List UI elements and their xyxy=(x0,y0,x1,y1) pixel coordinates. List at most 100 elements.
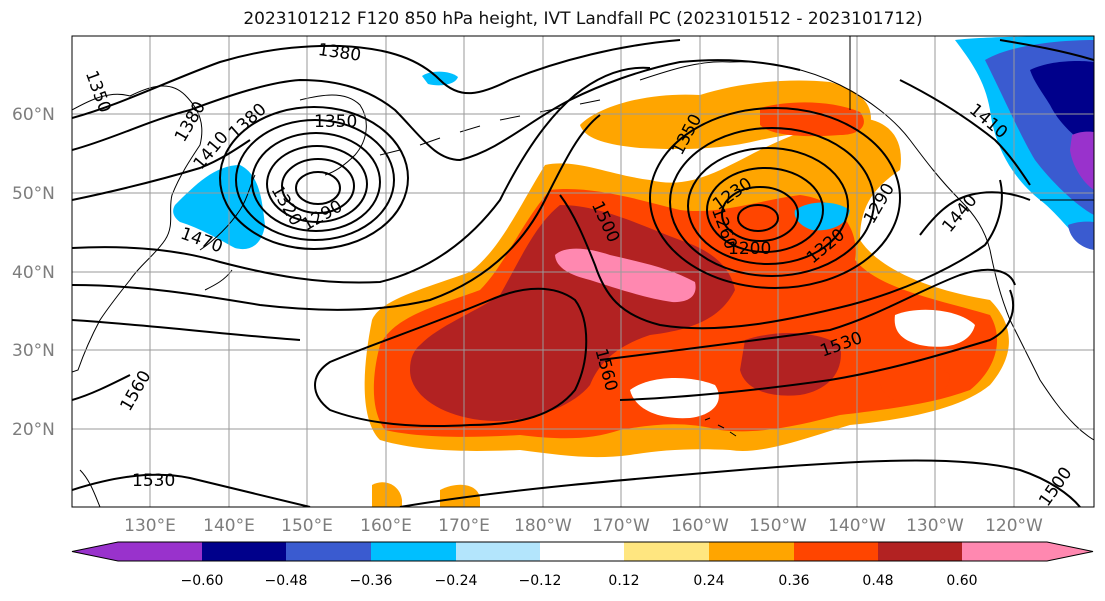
lat-label: 30°N xyxy=(12,341,55,361)
lon-label: 130°W xyxy=(906,516,964,536)
map-title: 2023101212 F120 850 hPa height, IVT Land… xyxy=(243,9,923,29)
colorbar-tick-label: 0.48 xyxy=(862,573,893,589)
contour-1380-east xyxy=(999,39,1094,61)
lat-label: 50°N xyxy=(12,184,55,204)
contour-ridge-1 xyxy=(72,66,651,284)
lat-label: 40°N xyxy=(12,263,55,283)
colorbar-swatch xyxy=(878,542,962,561)
lat-label: 60°N xyxy=(12,105,55,125)
ivt-blue-small xyxy=(422,71,458,86)
height-contours xyxy=(72,39,1094,507)
contour-label: 1350 xyxy=(314,112,357,132)
colorbar-outline xyxy=(71,541,1094,562)
ivt-darkred-core xyxy=(410,205,735,421)
colorbar-tick-label: −0.60 xyxy=(181,573,224,589)
colorbar-swatches xyxy=(71,541,1094,562)
ivt-orange-sw xyxy=(440,484,480,507)
contour-west-low-5 xyxy=(235,119,395,241)
colorbar-extend-low xyxy=(72,542,118,561)
contour-ridge-3 xyxy=(72,319,301,341)
coast-hawaii xyxy=(704,417,737,437)
contour-east-low-5 xyxy=(669,127,875,277)
colorbar-swatch xyxy=(371,542,456,561)
contour-west-low-1 xyxy=(295,171,341,205)
colorbar-tick-label: 0.24 xyxy=(693,573,724,589)
colorbar-swatch xyxy=(202,542,286,561)
contour-1440-east xyxy=(919,191,1031,236)
colorbar-tick-label: −0.24 xyxy=(435,573,478,589)
colorbar-tick-label: 0.12 xyxy=(608,573,639,589)
colorbar-tick-label: 0.60 xyxy=(946,573,977,589)
ivt-purple-canada xyxy=(1070,131,1094,190)
contour-1530-south xyxy=(72,473,311,507)
contour-1500-south xyxy=(399,459,1081,507)
colorbar-tick-label: −0.36 xyxy=(350,573,393,589)
coast-asia xyxy=(72,85,203,373)
colorbar-tick-label: 0.36 xyxy=(778,573,809,589)
coast-aleutians xyxy=(379,99,601,156)
coast-alaska xyxy=(639,61,991,251)
contour-west-low-2 xyxy=(281,158,355,214)
contour-label: 1200 xyxy=(728,239,771,259)
ivt-pink-maximum xyxy=(555,248,696,303)
contour-label: 1530 xyxy=(132,471,175,491)
lat-label: 20°N xyxy=(12,420,55,440)
colorbar-extend-high xyxy=(1047,542,1093,561)
contour-east-low-2 xyxy=(721,186,799,242)
colorbar-swatch xyxy=(962,542,1047,561)
colorbar-swatch xyxy=(794,542,878,561)
colorbar: −0.60 −0.48 −0.36 −0.24 −0.12 0.12 0.24 … xyxy=(71,541,1094,589)
lon-label: 170°W xyxy=(592,516,650,536)
contour-east-low-3 xyxy=(706,167,824,253)
contour-wave-1350 xyxy=(72,59,801,162)
contour-ridge-2 xyxy=(72,114,601,311)
ivt-darkred-east xyxy=(740,333,841,396)
coast-kamchatka xyxy=(299,94,367,176)
longitude-labels: 130°E 140°E 150°E 160°E 170°E 180°W 170°… xyxy=(124,516,1043,536)
map-area: 1380 1350 1380 1380 1350 1410 1320 1290 … xyxy=(72,36,1094,507)
contour-west-low-6 xyxy=(219,106,409,250)
contour-1560-loop xyxy=(314,287,588,428)
contour-west-low-4 xyxy=(251,132,381,232)
ivt-blue-westcoast xyxy=(1068,221,1094,250)
colorbar-swatch xyxy=(456,542,540,561)
lon-label: 160°W xyxy=(671,516,729,536)
lon-label: 160°E xyxy=(360,516,412,536)
lon-label: 130°E xyxy=(124,516,176,536)
map-frame xyxy=(71,35,1095,508)
contour-1500 xyxy=(559,179,1003,330)
ivt-blue-japan xyxy=(173,165,265,250)
colorbar-swatch xyxy=(118,542,202,561)
colorbar-tick-label: −0.48 xyxy=(265,573,308,589)
contour-east-low-1 xyxy=(737,204,779,232)
contour-west-low-3 xyxy=(266,145,368,223)
ivt-gap-hawaii xyxy=(630,378,719,419)
contour-1530-north xyxy=(599,268,1016,361)
lon-label: 150°E xyxy=(281,516,333,536)
colorbar-swatch xyxy=(624,542,709,561)
lon-label: 150°W xyxy=(749,516,807,536)
contour-wave-1410-west xyxy=(72,139,251,201)
ivt-orange-south xyxy=(372,482,402,507)
coast-philippines xyxy=(79,469,101,507)
contour-east-low-4 xyxy=(687,147,849,265)
contour-1530-east xyxy=(619,289,1015,401)
lon-label: 170°E xyxy=(438,516,490,536)
contour-1410-east xyxy=(899,79,1031,186)
ivt-blue-canada-dark xyxy=(1030,60,1094,151)
latitude-labels: 60°N 50°N 40°N 30°N 20°N xyxy=(12,105,55,440)
contour-1560-west xyxy=(72,374,131,401)
lon-label: 140°W xyxy=(828,516,886,536)
colorbar-swatch xyxy=(540,542,624,561)
contour-wave-1380 xyxy=(72,39,681,119)
lon-label: 140°E xyxy=(203,516,255,536)
colorbar-tick-label: −0.12 xyxy=(519,573,562,589)
lon-label: 180°W xyxy=(514,516,572,536)
colorbar-swatch xyxy=(286,542,371,561)
lon-label: 120°W xyxy=(985,516,1043,536)
coastlines xyxy=(72,36,1094,507)
colorbar-swatch xyxy=(709,542,794,561)
coast-north-america xyxy=(989,249,1094,441)
graticule xyxy=(72,36,1094,507)
